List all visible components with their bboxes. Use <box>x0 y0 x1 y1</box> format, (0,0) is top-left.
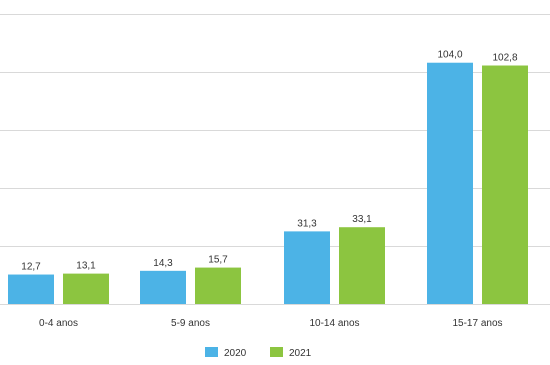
bar-2021-3 <box>482 65 528 304</box>
legend: 2020 2021 <box>205 347 312 359</box>
bar-2020-1 <box>140 270 186 304</box>
legend-label-2021: 2021 <box>289 348 312 359</box>
bar-value-label: 31,3 <box>297 218 317 229</box>
bar-value-label: 14,3 <box>153 258 173 269</box>
bar-value-label: 12,7 <box>21 262 41 273</box>
category-label: 5-9 anos <box>171 318 210 329</box>
legend-label-2020: 2020 <box>224 348 247 359</box>
category-label: 0-4 anos <box>39 318 78 329</box>
value-labels: 12,7 13,1 14,3 15,7 31,3 33,1 104,0 102,8 <box>21 50 518 273</box>
bar-value-label: 102,8 <box>492 53 517 64</box>
bar-value-label: 13,1 <box>76 261 96 272</box>
bar-2021-1 <box>195 267 241 304</box>
bar-value-label: 15,7 <box>208 255 228 266</box>
legend-swatch-2021 <box>270 347 283 357</box>
bar-2021-2 <box>339 227 385 304</box>
category-labels: 0-4 anos 5-9 anos 10-14 anos 15-17 anos <box>39 318 502 329</box>
bar-2020-3 <box>427 62 473 304</box>
category-label: 15-17 anos <box>452 318 502 329</box>
bar-2021-0 <box>63 273 109 304</box>
category-label: 10-14 anos <box>309 318 359 329</box>
legend-swatch-2020 <box>205 347 218 357</box>
bar-2020-0 <box>8 274 54 304</box>
bar-value-label: 33,1 <box>352 214 372 225</box>
bars <box>8 62 528 304</box>
bar-value-label: 104,0 <box>437 50 462 61</box>
bar-2020-2 <box>284 231 330 304</box>
